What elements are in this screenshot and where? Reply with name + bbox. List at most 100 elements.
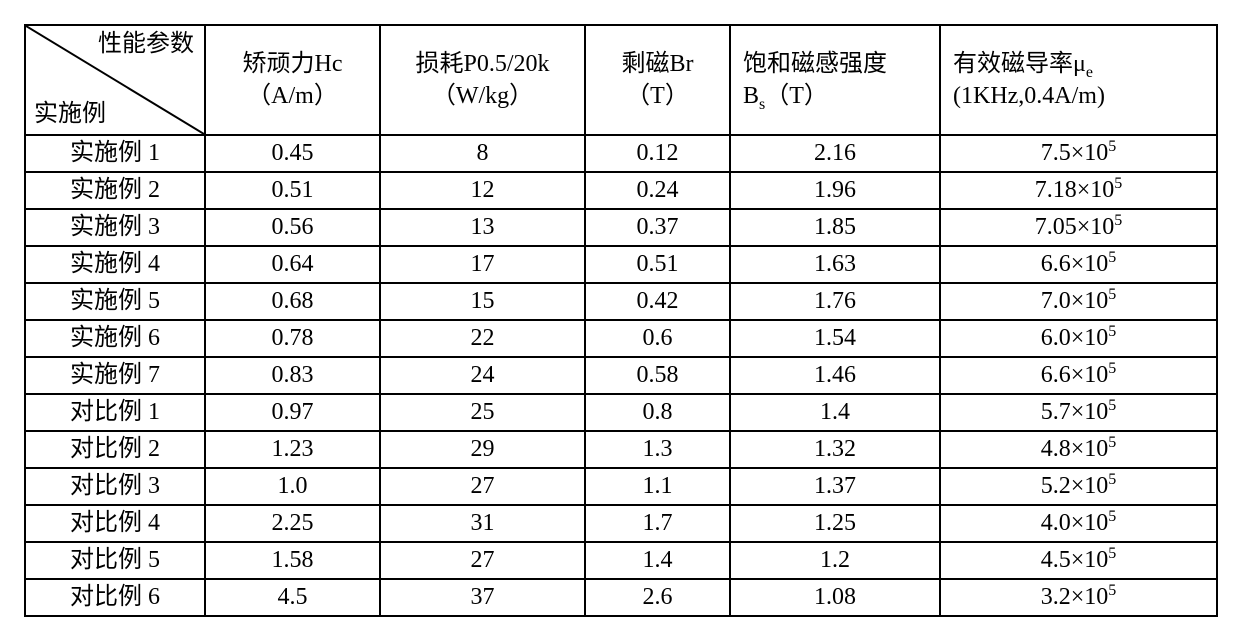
cell-mu: 6.6×105: [940, 246, 1217, 283]
cell-mu: 5.2×105: [940, 468, 1217, 505]
cell-mu-sup: 5: [1108, 508, 1116, 525]
table-row: 对比例 64.5372.61.083.2×105: [25, 579, 1217, 616]
row-label: 实施例 7: [25, 357, 205, 394]
cell-mu-main: 3.2×10: [1041, 584, 1109, 610]
cell-mu-main: 4.8×10: [1041, 436, 1109, 462]
cell-loss: 25: [380, 394, 585, 431]
col-header-bs: 饱和磁感强度 Bs（T）: [730, 25, 940, 135]
cell-mu: 7.18×105: [940, 172, 1217, 209]
cell-mu: 7.0×105: [940, 283, 1217, 320]
col-header-mu-line1: 有效磁导率μe: [953, 51, 1093, 77]
col-header-mu: 有效磁导率μe (1KHz,0.4A/m): [940, 25, 1217, 135]
cell-loss: 15: [380, 283, 585, 320]
row-label: 对比例 1: [25, 394, 205, 431]
cell-mu-main: 4.0×10: [1041, 510, 1109, 536]
cell-bs: 1.54: [730, 320, 940, 357]
row-label: 实施例 4: [25, 246, 205, 283]
table-row: 对比例 21.23291.31.324.8×105: [25, 431, 1217, 468]
cell-mu-main: 6.6×10: [1041, 251, 1109, 277]
col-header-mu-sub: e: [1086, 64, 1093, 81]
cell-mu-main: 5.2×10: [1041, 473, 1109, 499]
cell-hc: 1.23: [205, 431, 380, 468]
page-root: 性能参数 实施例 矫顽力Hc （A/m） 损耗P0.5/20k （W/kg）: [0, 0, 1240, 625]
cell-mu-main: 6.0×10: [1041, 325, 1109, 351]
cell-hc: 2.25: [205, 505, 380, 542]
cell-loss: 22: [380, 320, 585, 357]
cell-br: 2.6: [585, 579, 730, 616]
cell-mu-sup: 5: [1108, 286, 1116, 303]
cell-loss: 37: [380, 579, 585, 616]
row-label: 对比例 6: [25, 579, 205, 616]
cell-br: 0.51: [585, 246, 730, 283]
col-header-bs-line1: 饱和磁感强度: [743, 51, 887, 77]
cell-mu-main: 7.5×10: [1041, 140, 1109, 166]
cell-mu-sup: 5: [1114, 175, 1122, 192]
cell-hc: 0.51: [205, 172, 380, 209]
cell-bs: 1.63: [730, 246, 940, 283]
cell-bs: 1.37: [730, 468, 940, 505]
cell-bs: 1.08: [730, 579, 940, 616]
col-header-hc: 矫顽力Hc （A/m）: [205, 25, 380, 135]
cell-mu-main: 5.7×10: [1041, 399, 1109, 425]
cell-hc: 0.64: [205, 246, 380, 283]
cell-mu-main: 7.05×10: [1035, 214, 1115, 240]
cell-bs: 1.25: [730, 505, 940, 542]
cell-loss: 29: [380, 431, 585, 468]
cell-mu-sup: 5: [1108, 323, 1116, 340]
row-label: 实施例 2: [25, 172, 205, 209]
table-row: 实施例 70.83240.581.466.6×105: [25, 357, 1217, 394]
col-header-mu-pre: 有效磁导率μ: [953, 51, 1086, 77]
corner-top-label: 性能参数: [98, 30, 194, 58]
cell-loss: 12: [380, 172, 585, 209]
cell-loss: 17: [380, 246, 585, 283]
cell-bs: 1.85: [730, 209, 940, 246]
cell-loss: 27: [380, 468, 585, 505]
table-row: 实施例 50.68150.421.767.0×105: [25, 283, 1217, 320]
cell-bs: 1.4: [730, 394, 940, 431]
table-row: 对比例 10.97250.81.4 5.7×105: [25, 394, 1217, 431]
cell-br: 1.4: [585, 542, 730, 579]
col-header-br: 剩磁Br （T）: [585, 25, 730, 135]
cell-br: 0.58: [585, 357, 730, 394]
cell-br: 0.6: [585, 320, 730, 357]
cell-mu-sup: 5: [1108, 360, 1116, 377]
performance-table: 性能参数 实施例 矫顽力Hc （A/m） 损耗P0.5/20k （W/kg）: [24, 24, 1218, 617]
cell-br: 1.3: [585, 431, 730, 468]
cell-hc: 4.5: [205, 579, 380, 616]
cell-loss: 24: [380, 357, 585, 394]
col-header-loss: 损耗P0.5/20k （W/kg）: [380, 25, 585, 135]
table-row: 对比例 42.25311.71.254.0×105: [25, 505, 1217, 542]
cell-br: 0.12: [585, 135, 730, 172]
col-header-mu-line2: (1KHz,0.4A/m): [953, 80, 1210, 112]
cell-bs: 1.32: [730, 431, 940, 468]
cell-hc: 0.97: [205, 394, 380, 431]
table-row: 对比例 51.58271.41.24.5×105: [25, 542, 1217, 579]
table-row: 实施例 40.64170.511.636.6×105: [25, 246, 1217, 283]
cell-br: 0.8: [585, 394, 730, 431]
col-header-bs-unit: （T）: [765, 83, 828, 109]
cell-hc: 0.83: [205, 357, 380, 394]
cell-hc: 1.58: [205, 542, 380, 579]
row-label: 实施例 6: [25, 320, 205, 357]
table-row: 实施例 60.78220.61.546.0×105: [25, 320, 1217, 357]
cell-br: 0.42: [585, 283, 730, 320]
col-header-bs-b: B: [743, 83, 759, 109]
cell-mu-sup: 5: [1108, 138, 1116, 155]
row-label: 实施例 5: [25, 283, 205, 320]
cell-mu-sup: 5: [1108, 249, 1116, 266]
corner-bottom-label: 实施例: [34, 100, 106, 128]
cell-mu: 4.5×105: [940, 542, 1217, 579]
cell-bs: 1.76: [730, 283, 940, 320]
cell-hc: 0.56: [205, 209, 380, 246]
cell-hc: 0.45: [205, 135, 380, 172]
col-header-bs-line2: Bs（T）: [743, 80, 933, 112]
cell-hc: 1.0: [205, 468, 380, 505]
col-header-hc-line1: 矫顽力Hc: [243, 51, 343, 77]
col-header-loss-line2: （W/kg）: [387, 80, 578, 112]
cell-mu-main: 4.5×10: [1041, 547, 1109, 573]
col-header-loss-line1: 损耗P0.5/20k: [415, 51, 549, 77]
cell-mu-sup: 5: [1108, 397, 1116, 414]
cell-bs: 1.2: [730, 542, 940, 579]
cell-mu: 3.2×105: [940, 579, 1217, 616]
row-label: 对比例 2: [25, 431, 205, 468]
